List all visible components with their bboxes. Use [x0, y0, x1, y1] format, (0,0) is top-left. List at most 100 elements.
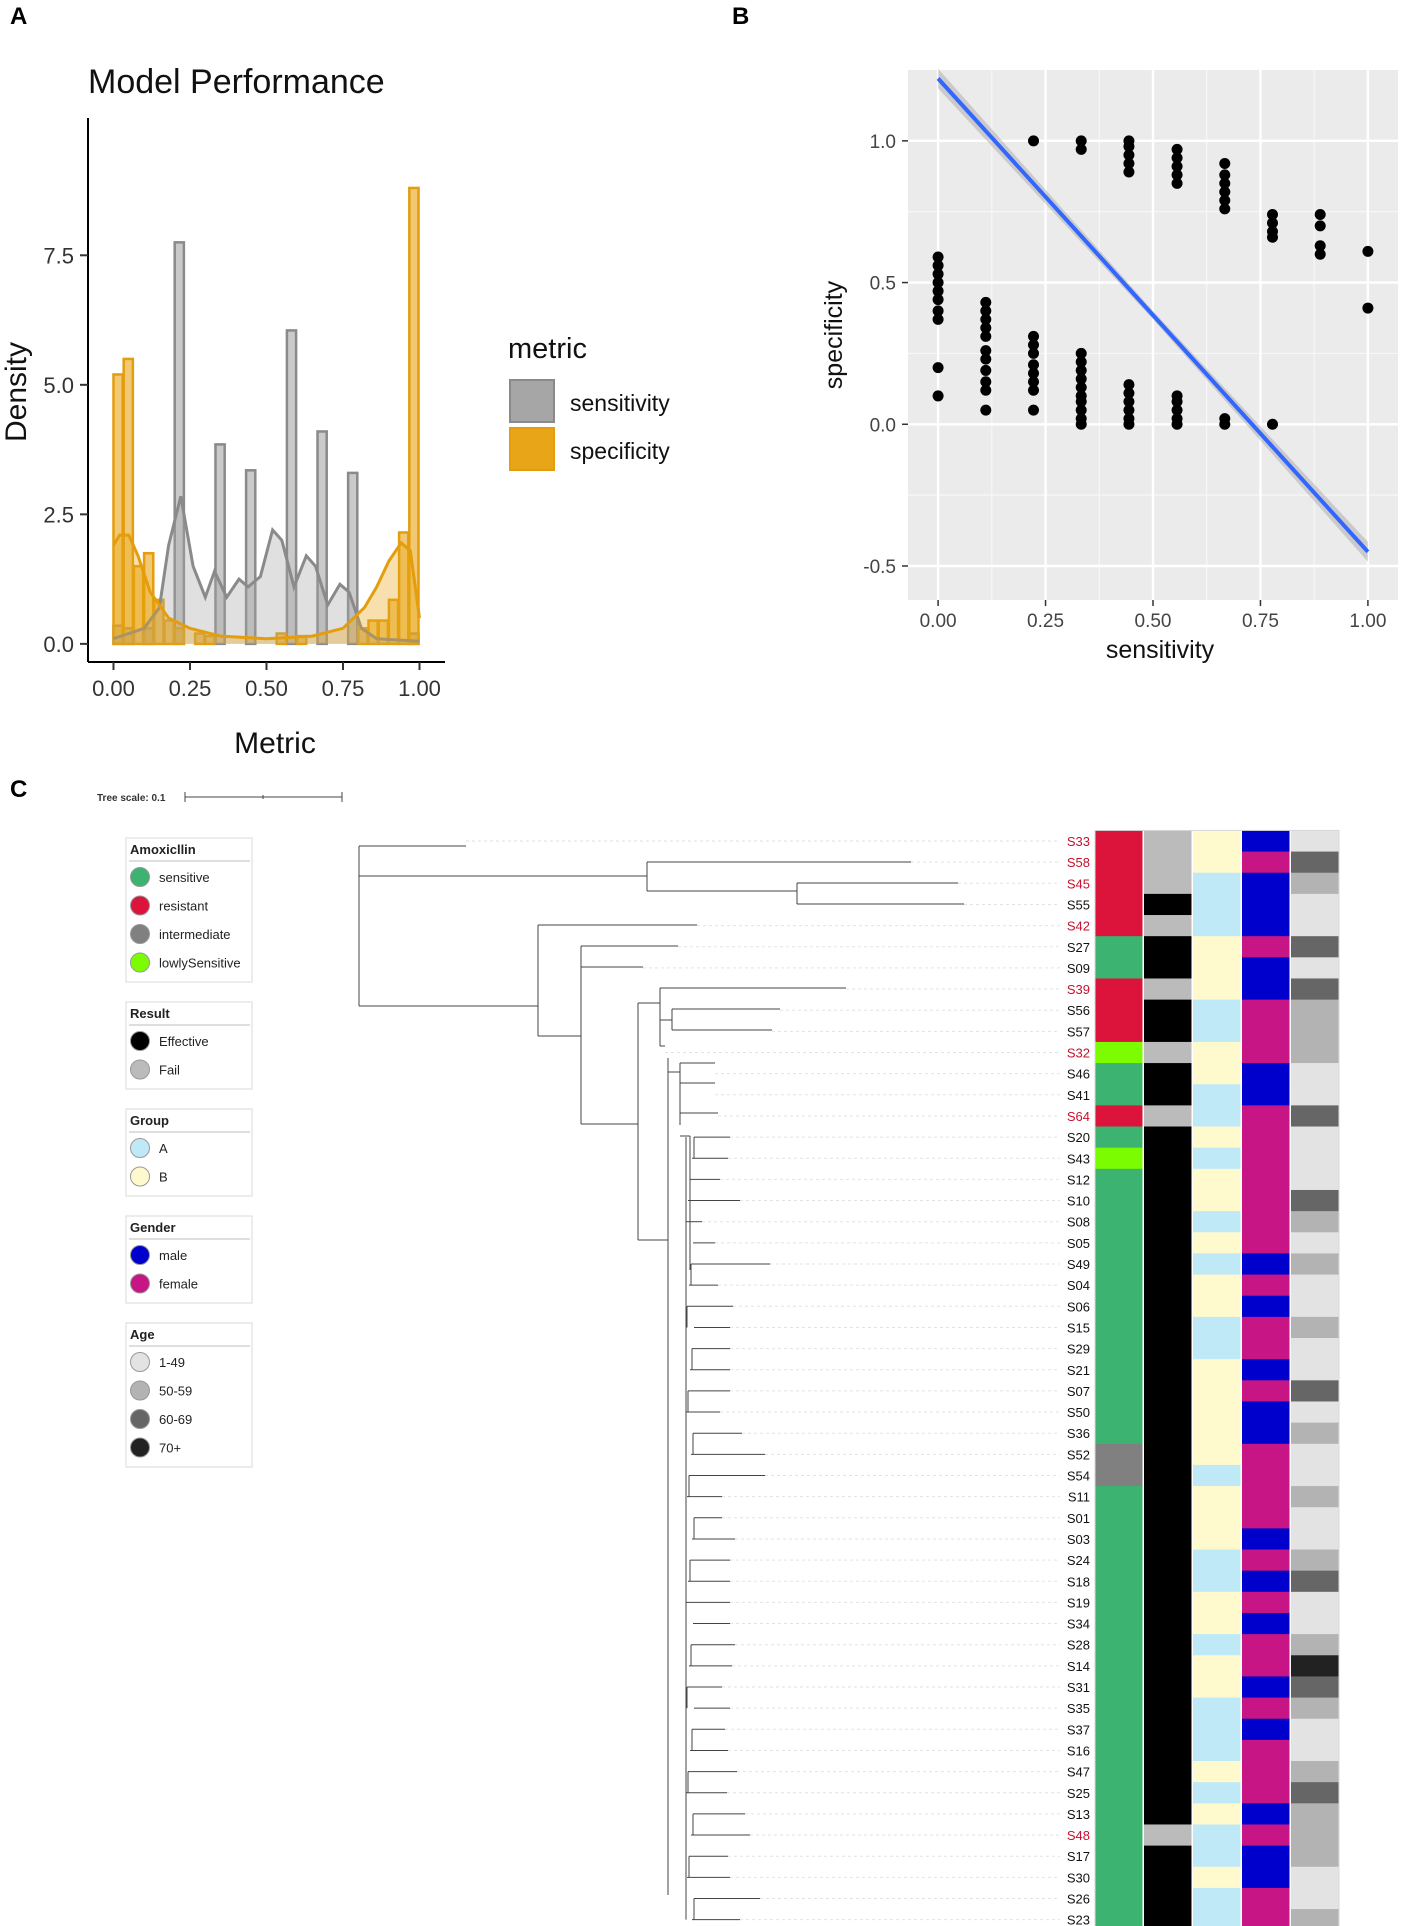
cell-gender: [1242, 957, 1290, 980]
cell-result: [1144, 872, 1192, 895]
scatter-point: [1219, 158, 1231, 170]
cell-age: [1291, 872, 1339, 895]
cell-amox: [1095, 1232, 1143, 1255]
cell-age: [1291, 1570, 1339, 1593]
phylogenetic-tree: Tree scale: 0.1 Amoxicllin sensitive resis…: [97, 792, 1340, 1926]
cell-amox: [1095, 1274, 1143, 1297]
scatter-point: [1028, 135, 1040, 147]
legend-item-label: A: [159, 1141, 168, 1156]
legend-item-label: resistant: [159, 899, 209, 914]
cell-result: [1144, 1697, 1192, 1720]
scatter-point: [1123, 166, 1135, 178]
legend-item-label: B: [159, 1170, 168, 1185]
cell-gender: [1242, 915, 1290, 937]
cell-amox: [1095, 1168, 1143, 1191]
cell-gender: [1242, 1422, 1290, 1445]
density-line-sensitivity: [113, 495, 420, 643]
cell-group: [1193, 1380, 1241, 1403]
cell-gender: [1242, 1084, 1290, 1106]
cell-result: [1144, 1909, 1192, 1926]
cell-result: [1144, 1359, 1192, 1381]
leaf-label: S06: [1067, 1299, 1090, 1314]
cell-age: [1291, 1232, 1339, 1255]
legend-key-sensitivity: [509, 379, 555, 423]
scatter-point: [1219, 413, 1231, 425]
chart-title: Model Performance: [88, 63, 385, 101]
cell-group: [1193, 1422, 1241, 1445]
scatter-point: [1171, 160, 1183, 172]
leaf-label: S01: [1067, 1511, 1090, 1526]
scatter-point: [1123, 379, 1135, 391]
cell-amox: [1095, 1486, 1143, 1508]
cell-gender: [1242, 1824, 1290, 1847]
cell-gender: [1242, 1443, 1290, 1466]
cell-amox: [1095, 1507, 1143, 1529]
scatter-point: [932, 390, 944, 402]
cell-group: [1193, 1591, 1241, 1614]
cell-result: [1144, 1211, 1192, 1233]
cell-result: [1144, 1041, 1192, 1064]
cell-gender: [1242, 1168, 1290, 1191]
cell-group: [1193, 851, 1241, 874]
cell-age: [1291, 1507, 1339, 1529]
legend-item-label: lowlySensitive: [159, 956, 241, 971]
leaf-label: S04: [1067, 1278, 1090, 1293]
leaf-labels: S33 S58 S45 S55 S42 S27 S09 S39 S56 S57 S32 S46 S41 S…: [1067, 834, 1090, 1926]
leaf-label: S07: [1067, 1384, 1090, 1399]
y-tick-label: 0.5: [870, 274, 896, 295]
cell-group: [1193, 1020, 1241, 1043]
scatter-point: [1314, 240, 1326, 252]
cell-gender: [1242, 1020, 1290, 1043]
histogram-bar-sensitivity: [346, 471, 359, 646]
cell-result: [1144, 893, 1192, 916]
cell-gender: [1242, 1887, 1290, 1910]
leaf-label: S58: [1067, 855, 1090, 870]
legend-label-sensitivity: sensitivity: [570, 390, 670, 416]
scatter-point: [1028, 376, 1040, 388]
leaf-label: S57: [1067, 1024, 1090, 1039]
scatter-point: [980, 313, 992, 325]
cell-group: [1193, 1105, 1241, 1128]
leaf-label: S56: [1067, 1003, 1090, 1018]
cell-age: [1291, 1295, 1339, 1318]
scatter-point: [1075, 390, 1087, 402]
cell-gender: [1242, 1909, 1290, 1926]
cell-group: [1193, 1316, 1241, 1339]
legend-swatch: [130, 924, 150, 944]
cell-group: [1193, 1401, 1241, 1424]
scatter-point: [1171, 169, 1183, 181]
legend-item-label: female: [159, 1277, 198, 1292]
cell-amox: [1095, 1591, 1143, 1614]
cell-gender: [1242, 1697, 1290, 1720]
scatter-points: [932, 135, 1374, 430]
cell-age: [1291, 1718, 1339, 1741]
cell-amox: [1095, 830, 1143, 853]
cell-gender: [1242, 1189, 1290, 1212]
leaf-label: S28: [1067, 1638, 1090, 1653]
scatter-point: [980, 384, 992, 396]
leaf-label: S10: [1067, 1194, 1090, 1209]
cell-gender: [1242, 999, 1290, 1022]
cell-group: [1193, 1464, 1241, 1487]
cell-result: [1144, 1739, 1192, 1762]
cell-result: [1144, 1761, 1192, 1783]
cell-age: [1291, 830, 1339, 853]
scatter-point: [1123, 413, 1135, 425]
leaf-label: S34: [1067, 1617, 1090, 1632]
annotation-strips: [1094, 829, 1340, 1926]
cell-group: [1193, 893, 1241, 916]
x-axis-label: Metric: [234, 727, 316, 760]
cell-amox: [1095, 1845, 1143, 1868]
legend-title: metric: [508, 333, 587, 365]
cell-age: [1291, 1803, 1339, 1826]
cell-result: [1144, 978, 1192, 1001]
leaf-label: S21: [1067, 1363, 1090, 1378]
cell-amox: [1095, 1295, 1143, 1318]
cell-age: [1291, 1591, 1339, 1614]
cell-age: [1291, 1189, 1339, 1212]
scatter-point: [1171, 404, 1183, 416]
cell-result: [1144, 1549, 1192, 1572]
cell-group: [1193, 1084, 1241, 1106]
density-area-sensitivity: [113, 496, 420, 644]
cell-group: [1193, 1549, 1241, 1572]
